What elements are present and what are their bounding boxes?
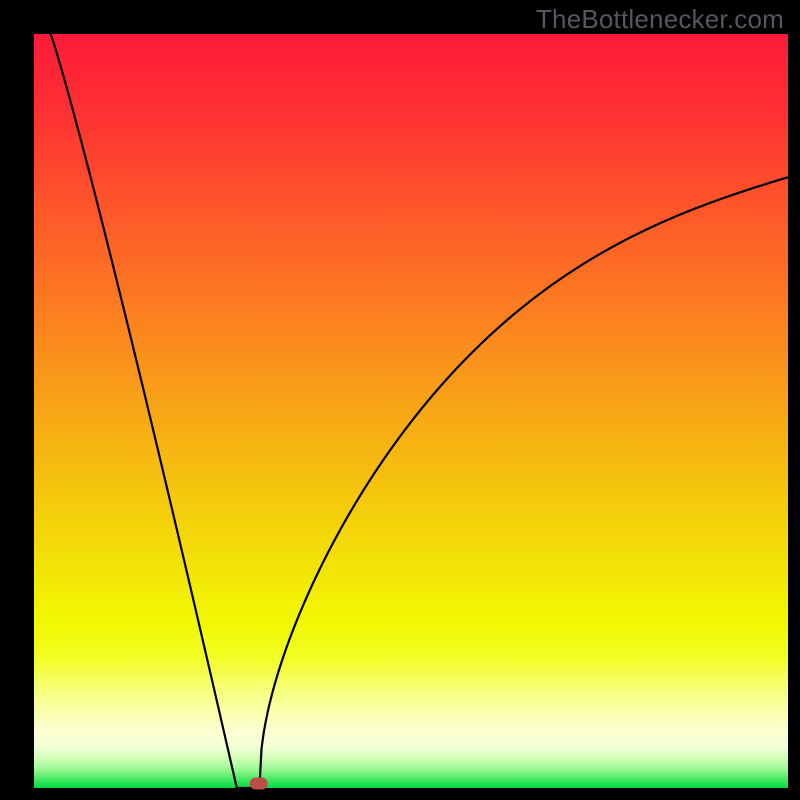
- watermark-text: TheBottlenecker.com: [536, 4, 784, 35]
- dip-marker: [250, 777, 268, 789]
- chart-canvas: TheBottlenecker.com: [0, 0, 800, 800]
- plot-background: [34, 34, 788, 788]
- bottleneck-plot: [0, 0, 800, 800]
